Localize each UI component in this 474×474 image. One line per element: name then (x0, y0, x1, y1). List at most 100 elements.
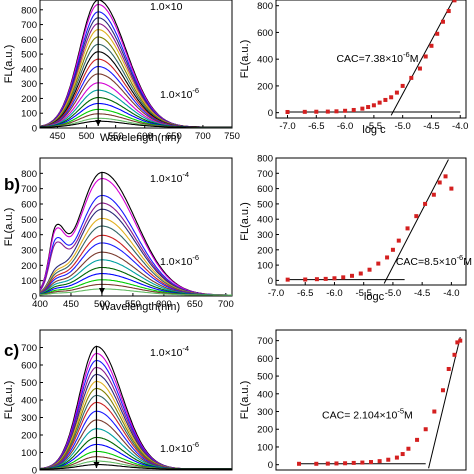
data-point (360, 460, 365, 465)
data-point (396, 238, 401, 243)
data-point (314, 277, 319, 282)
data-point (389, 95, 394, 100)
y-tick-label: 600 (257, 354, 273, 365)
plot-frame (275, 157, 467, 286)
cac-label: CAC= 2.104×10-5M (322, 407, 413, 422)
spectra-group (40, 171, 232, 296)
y-tick-label: 100 (21, 448, 37, 459)
x-tick-label: -4.0 (452, 121, 468, 132)
cac-plot: CAC= 2.104×10-5M (297, 336, 463, 469)
data-point (455, 340, 460, 345)
y-axis-label: FL(a.u.) (239, 381, 251, 420)
axes-5: 0 100 200 300 400 500 600 700 FL(a.u.) (239, 329, 467, 471)
data-point (415, 437, 420, 442)
x-tick-label: 400 (32, 299, 48, 310)
x-tick-label: -5.5 (366, 121, 382, 132)
y-tick-label: 500 (257, 199, 273, 210)
data-point (285, 277, 290, 282)
y-tick-label: 600 (21, 361, 37, 372)
y-tick-label: 300 (257, 230, 273, 241)
plot-frame (39, 157, 233, 297)
data-point (371, 103, 376, 108)
x-tick-label: 550 (108, 131, 124, 142)
spectrum-curve (40, 120, 232, 128)
y-tick-label: 400 (257, 215, 273, 226)
data-point (314, 109, 319, 114)
concentration-annotation: 1.0×10-6 (160, 253, 199, 268)
cac-plot: CAC=8.5×10-6M (285, 159, 472, 284)
data-point (431, 192, 436, 197)
data-point (432, 409, 437, 414)
x-tick-label: 450 (50, 131, 66, 142)
data-point (423, 201, 428, 206)
spectrum-curve (40, 464, 232, 470)
x-tick-label: 450 (63, 299, 79, 310)
concentration-annotation: 1.0×10-4 (150, 170, 189, 185)
plot-frame (275, 329, 467, 471)
data-point (325, 461, 330, 466)
data-point (350, 273, 354, 278)
y-tick-label: 700 (257, 336, 273, 347)
x-tick-label: -4.5 (423, 121, 439, 132)
x-tick-label: -5.5 (356, 288, 372, 299)
x-tick-label: 650 (187, 299, 203, 310)
data-point (351, 460, 356, 465)
y-tick-label: 100 (257, 261, 273, 272)
data-point (334, 461, 339, 466)
data-point (369, 460, 373, 465)
panel-label: c) (4, 341, 19, 360)
cac-plot: CAC=7.38×10-6M (285, 0, 461, 116)
y-axis-label: FL(a.u.) (239, 202, 251, 241)
axes-4: 0 100 200 300 400 500 600 700 FL(a.u.) (3, 329, 233, 474)
data-point (367, 267, 372, 272)
data-point (429, 43, 434, 48)
x-tick-label: 500 (79, 131, 95, 142)
data-point (303, 277, 308, 282)
axes-0: 0 100 200 300 400 500 600 700 800 450 500 550 600 650… (3, 0, 240, 144)
y-axis-label: FL(a.u.) (3, 208, 15, 247)
linear-fit-line (428, 336, 461, 469)
data-point (377, 459, 382, 464)
data-point (390, 247, 395, 252)
data-point (414, 214, 419, 219)
y-tick-label: 600 (21, 200, 37, 211)
y-tick-label: 600 (257, 28, 273, 39)
y-tick-label: 500 (21, 215, 37, 226)
data-point (332, 276, 337, 281)
y-tick-label: 700 (21, 20, 37, 31)
x-axis-label: Wavelength(nm) (100, 301, 180, 313)
concentration-annotation: 1.0×10-6 (160, 440, 199, 455)
data-point (440, 19, 445, 24)
x-tick-label: 700 (195, 131, 211, 142)
spectrum-curve (40, 288, 232, 296)
x-tick-label: -6.5 (308, 121, 324, 132)
data-point (351, 107, 356, 112)
y-tick-label: 200 (21, 261, 37, 272)
y-tick-label: 200 (257, 425, 273, 436)
data-point (400, 83, 405, 88)
data-point (435, 31, 440, 36)
data-point (409, 75, 414, 80)
y-tick-label: 0 (32, 124, 37, 135)
y-tick-label: 0 (32, 292, 37, 303)
data-point (386, 457, 391, 462)
arrow-head (98, 288, 105, 294)
data-point (417, 66, 422, 71)
data-point (446, 366, 451, 371)
y-tick-label: 700 (21, 343, 37, 354)
data-point (376, 261, 381, 266)
x-tick-label: 700 (218, 299, 234, 310)
y-tick-label: 700 (257, 169, 273, 180)
x-axis-label: Wavelength(nm) (100, 132, 180, 144)
y-tick-label: 300 (21, 246, 37, 257)
data-point (458, 338, 463, 343)
y-tick-label: 800 (21, 169, 37, 180)
x-tick-label: 500 (94, 299, 110, 310)
y-tick-label: 800 (21, 5, 37, 16)
y-axis-label: FL(a.u.) (3, 381, 15, 420)
y-tick-label: 400 (257, 55, 273, 66)
data-point (302, 109, 307, 114)
data-point (446, 9, 451, 14)
y-tick-label: 100 (21, 109, 37, 120)
